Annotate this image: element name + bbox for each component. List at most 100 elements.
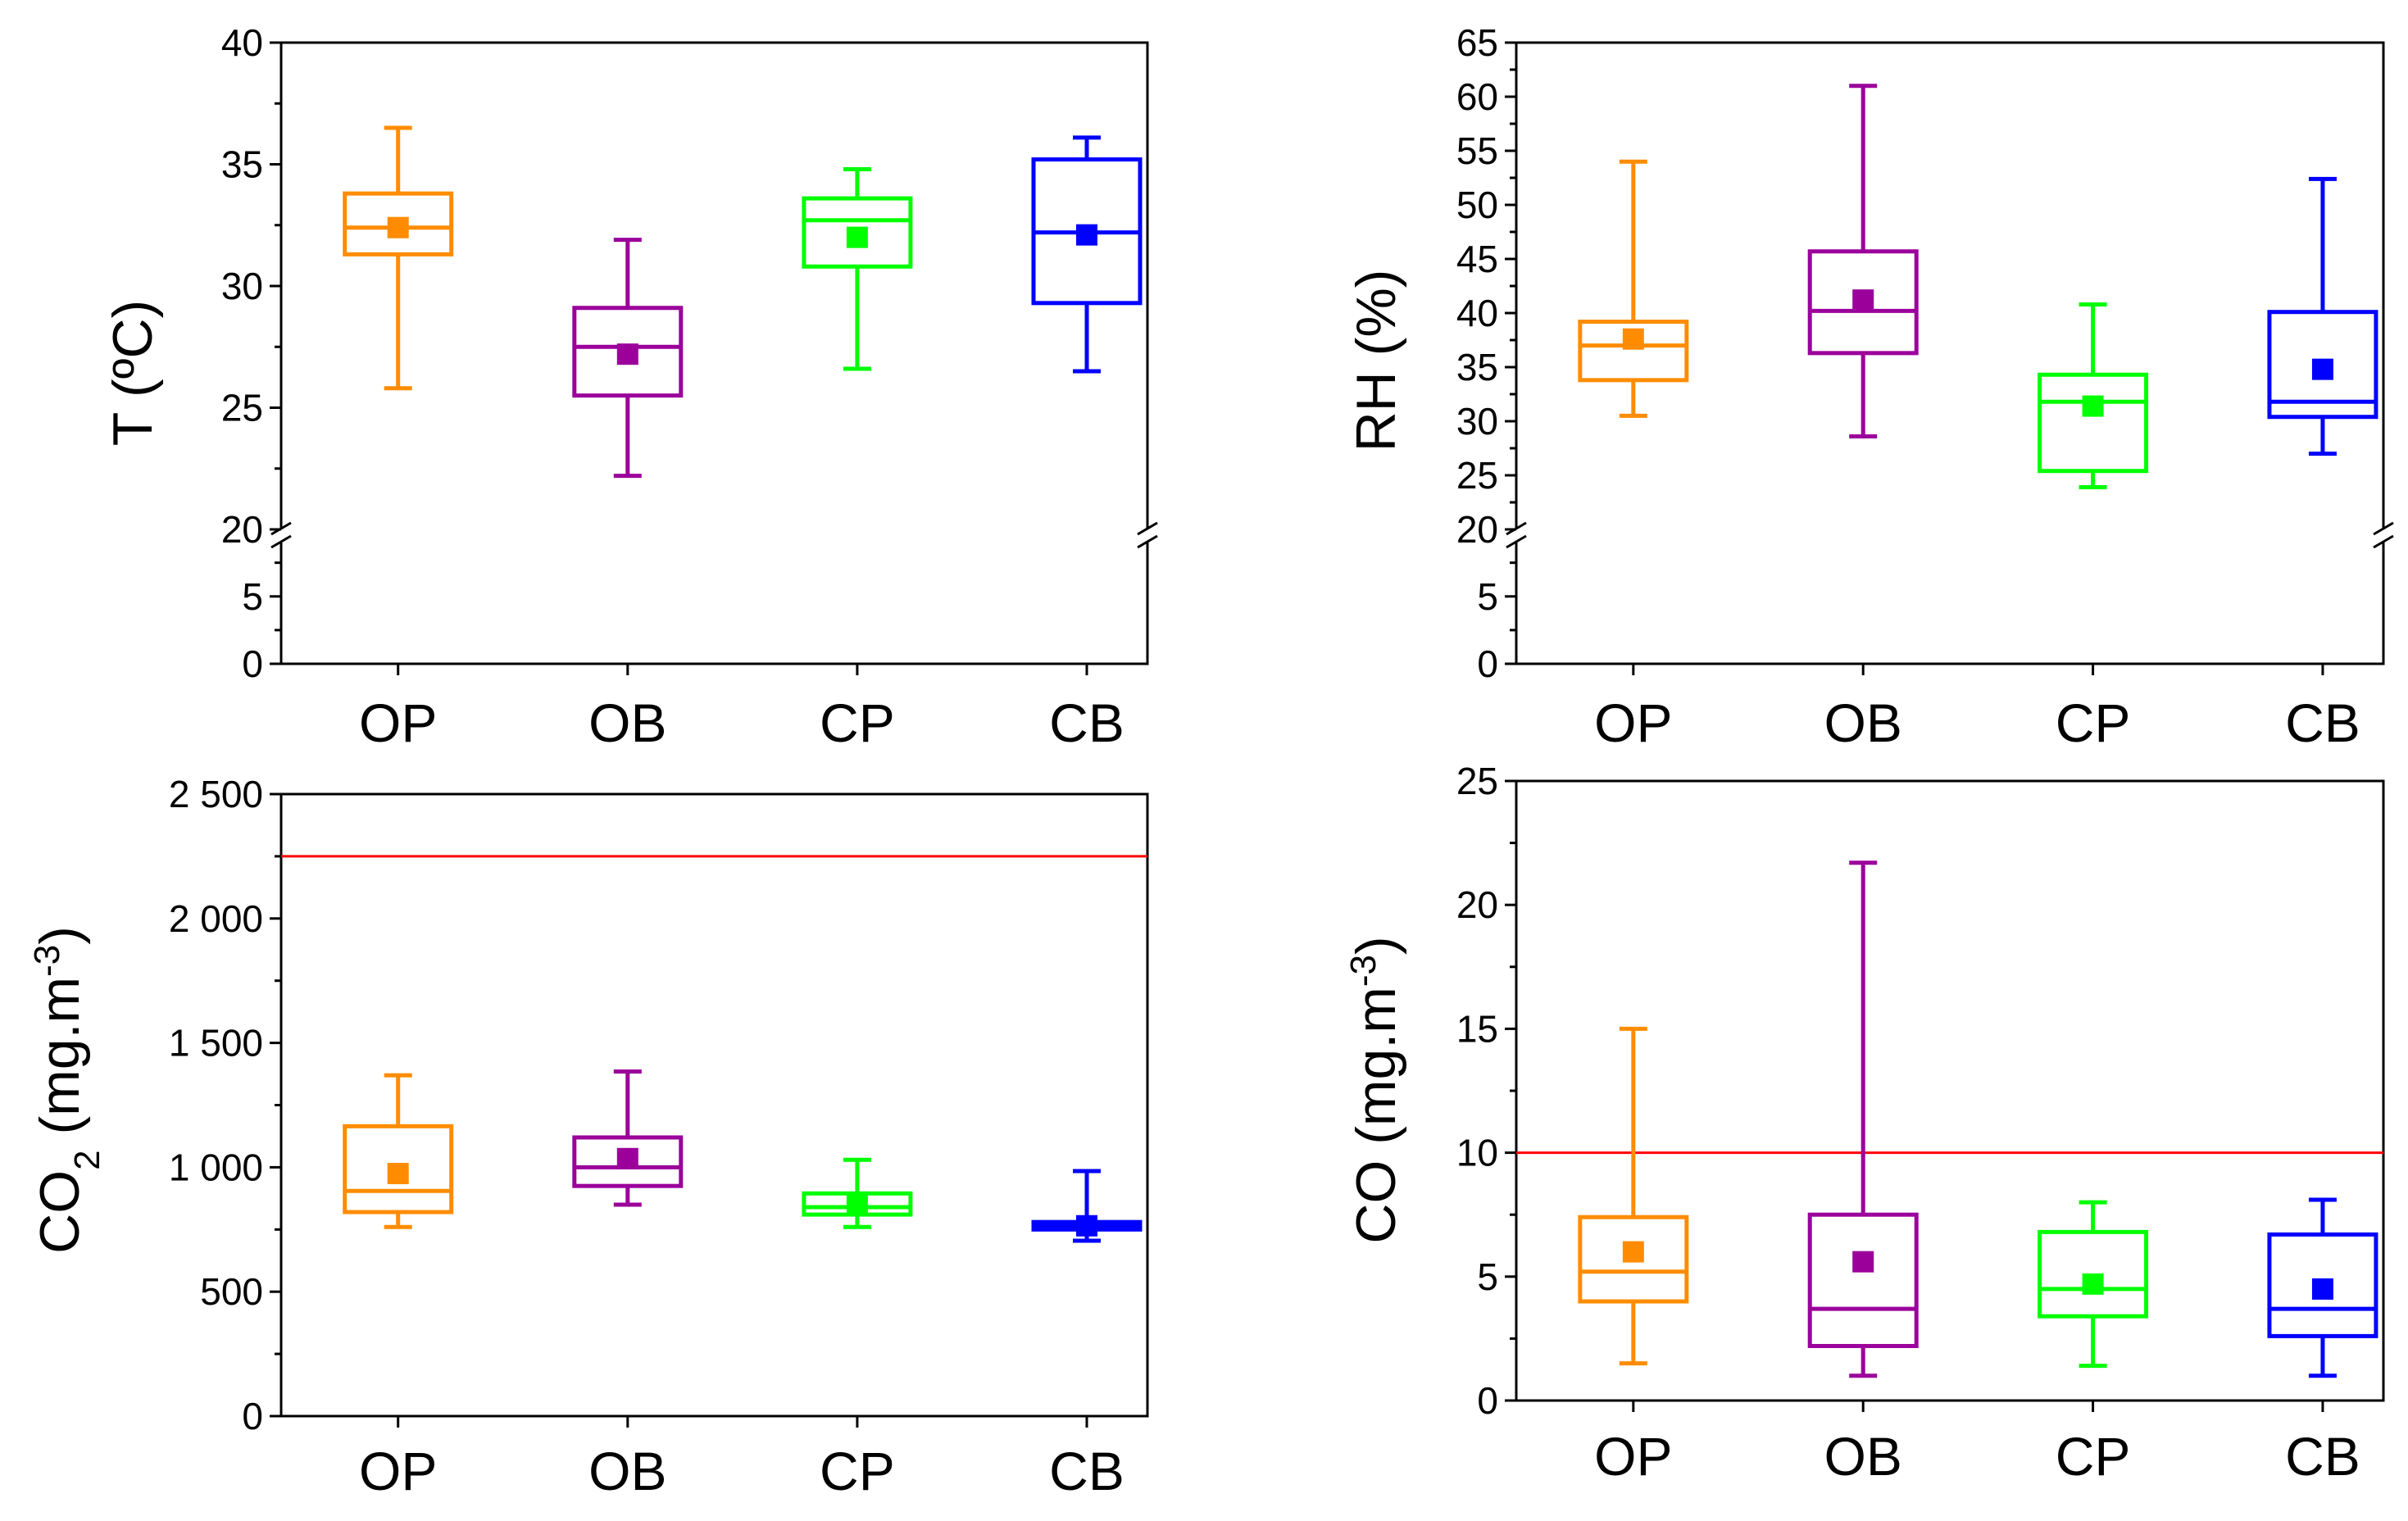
y-tick-label: 40 xyxy=(1456,292,1498,334)
category-label: CP xyxy=(820,692,895,753)
axis-break-mark xyxy=(2373,521,2394,536)
box-iqr xyxy=(343,191,454,257)
box-iqr xyxy=(2267,310,2378,420)
y-tick-label: 10 xyxy=(1456,1132,1498,1174)
mean-marker xyxy=(1622,328,1644,350)
y-tick-label: 2 000 xyxy=(169,897,263,940)
box-ob xyxy=(572,1069,684,1207)
y-tick-label: 2 500 xyxy=(169,773,263,815)
y-tick-label: 20 xyxy=(1456,508,1498,551)
box-cp xyxy=(802,1157,913,1229)
mean-marker xyxy=(1622,1241,1644,1263)
plot-frame-upper xyxy=(279,41,1149,529)
mean-marker xyxy=(1076,1215,1098,1237)
category-label: CB xyxy=(1049,692,1124,753)
y-tick-label: 45 xyxy=(1456,238,1498,280)
y-tick-label: 35 xyxy=(221,143,263,186)
y-tick-label: 65 xyxy=(1456,21,1498,64)
panel-0: 0 5 20 25 30 35 40 OP OB CP CB T (ºC) xyxy=(102,21,1158,753)
mean-marker xyxy=(2311,1278,2333,1300)
box-cp xyxy=(2038,302,2149,490)
y-tick-label: 25 xyxy=(1456,760,1498,802)
plot-frame xyxy=(279,792,1149,1418)
y-tick-label: 0 xyxy=(1477,1379,1498,1422)
y-tick-label: 20 xyxy=(221,508,263,551)
panel-3: 0 5 10 15 20 25 OP OB CP CB CO (mg.m-3) xyxy=(1343,760,2385,1487)
category-label: CB xyxy=(2285,1426,2360,1487)
box-iqr xyxy=(2038,1229,2149,1319)
box-cp xyxy=(2038,1200,2149,1369)
y-tick-label: 500 xyxy=(200,1270,263,1313)
box-iqr xyxy=(343,1124,454,1215)
box-iqr xyxy=(1578,1215,1689,1304)
mean-marker xyxy=(1076,224,1098,246)
y-tick-label: 50 xyxy=(1456,184,1498,226)
y-tick-label: 0 xyxy=(242,1395,263,1437)
category-label: OP xyxy=(1594,692,1672,753)
axis-break-mark xyxy=(270,534,292,549)
mean-marker xyxy=(616,343,638,365)
y-tick-label: 0 xyxy=(242,642,263,685)
y-tick-label: 25 xyxy=(221,387,263,429)
box-op xyxy=(1578,1026,1689,1366)
box-iqr xyxy=(572,1135,684,1188)
box-iqr xyxy=(2038,372,2149,474)
plot-frame-lower xyxy=(279,543,1149,665)
y-tick-label: 25 xyxy=(1456,454,1498,497)
y-axis-title: T (ºC) xyxy=(102,300,164,446)
box-cb xyxy=(2267,1197,2378,1378)
box-cb xyxy=(2267,176,2378,456)
mean-marker xyxy=(846,226,868,248)
box-iqr xyxy=(2267,1232,2378,1338)
mean-marker xyxy=(2082,395,2104,417)
box-ob xyxy=(1807,860,1919,1378)
category-label: OP xyxy=(359,1441,437,1501)
box-op xyxy=(343,1073,454,1229)
y-tick-label: 5 xyxy=(1477,1255,1498,1298)
box-iqr xyxy=(572,306,684,398)
y-tick-label: 60 xyxy=(1456,75,1498,118)
panel-1: 0 5 20 25 30 35 40 45 50 55 60 65 OP OB CP CB RH (%) xyxy=(1345,21,2394,753)
y-axis-title-sup: -3 xyxy=(27,945,67,977)
y-tick-label: 35 xyxy=(1456,346,1498,388)
y-tick-label: 30 xyxy=(1456,400,1498,443)
box-ob xyxy=(1807,84,1919,438)
y-axis-title: RH (%) xyxy=(1345,270,1407,452)
category-label: CB xyxy=(1049,1441,1124,1501)
y-axis-title-main: CO xyxy=(1345,1160,1407,1244)
y-tick-label: 55 xyxy=(1456,129,1498,172)
category-label: OP xyxy=(1594,1426,1672,1487)
y-axis-title-sub: 2 xyxy=(67,1150,107,1169)
category-label: CP xyxy=(820,1441,895,1501)
box-cb xyxy=(1031,1169,1143,1243)
box-iqr xyxy=(1807,249,1919,356)
axis-break-mark xyxy=(1137,534,1158,549)
y-tick-label: 5 xyxy=(242,575,263,618)
y-tick-label: 1 000 xyxy=(169,1146,263,1188)
mean-marker xyxy=(2082,1273,2104,1295)
category-label: OP xyxy=(359,692,437,753)
y-axis-title-close: ) xyxy=(1345,936,1407,955)
y-tick-label: 30 xyxy=(221,265,263,307)
category-label: CP xyxy=(2056,1426,2131,1487)
y-axis-title-unit: (mg.m xyxy=(1345,987,1407,1160)
panel-2: 0 500 1 000 1 500 2 000 2 500 OP OB CP CB CO2 (mg.… xyxy=(27,773,1149,1501)
category-label: OB xyxy=(588,1441,666,1501)
box-ob xyxy=(572,238,684,479)
box-iqr xyxy=(1807,1212,1919,1348)
mean-marker xyxy=(1852,1251,1874,1273)
axis-break-mark xyxy=(1137,521,1158,536)
y-tick-label: 15 xyxy=(1456,1007,1498,1050)
mean-marker xyxy=(2311,358,2333,380)
mean-marker xyxy=(616,1147,638,1169)
y-tick-label: 20 xyxy=(1456,883,1498,926)
plot-frame xyxy=(1515,779,2385,1402)
plot-frame-upper xyxy=(1515,41,2385,529)
y-axis-title-main: CO xyxy=(29,1170,91,1254)
axis-break-mark xyxy=(2373,534,2394,549)
y-tick-label: 5 xyxy=(1477,575,1498,618)
box-cp xyxy=(802,166,913,371)
mean-marker xyxy=(846,1191,868,1213)
category-label: CP xyxy=(2056,692,2131,753)
